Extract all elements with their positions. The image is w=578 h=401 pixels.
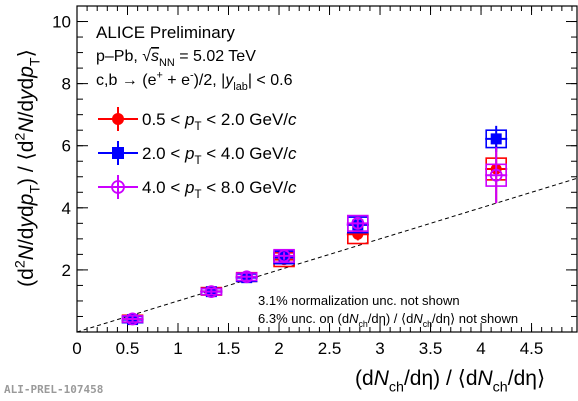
legend-label: 2.0 < pT < 4.0 GeV/c: [142, 144, 297, 167]
x-tick-label: 0: [72, 339, 81, 358]
sys-box: [347, 214, 369, 232]
x-tick-label: 4.5: [520, 339, 544, 358]
data-point: [351, 216, 365, 230]
data-point: [490, 133, 502, 145]
data-point: [489, 168, 503, 182]
note-line-2: 6.3% unc. on (dNch/dη) / ⟨dNch/dη⟩ not s…: [258, 311, 518, 329]
x-tick-label: 2: [274, 339, 283, 358]
x-tick-label: 1.5: [217, 339, 241, 358]
sys-box: [485, 163, 507, 187]
header-line-2: c,b → (e+ + e-)/2, |ylab| < 0.6: [96, 70, 293, 93]
x-tick-label: 3: [375, 339, 384, 358]
legend-marker: [112, 147, 124, 159]
x-tick-label: 1: [173, 339, 182, 358]
watermark: ALI-PREL-107458: [4, 383, 103, 396]
series-3: [121, 147, 508, 326]
legend-label: 0.5 < pT < 2.0 GeV/c: [142, 110, 297, 133]
sys-box: [235, 272, 258, 282]
y-axis-label: (d2N/dydpT) / ⟨d2N/dydpT⟩: [13, 49, 44, 287]
data-point: [277, 249, 291, 263]
sys-box: [121, 315, 144, 323]
y-tick-label: 6: [62, 137, 71, 156]
data-point: [240, 270, 254, 284]
data-point: [204, 285, 218, 299]
legend-label: 4.0 < pT < 8.0 GeV/c: [142, 178, 297, 201]
plot-frame: [76, 5, 578, 333]
y-tick-label: 10: [52, 13, 71, 32]
chart-title: ALICE Preliminary: [96, 23, 235, 42]
x-tick-label: 4: [476, 339, 485, 358]
y-tick-label: 4: [62, 199, 71, 218]
x-tick-label: 3.5: [419, 339, 443, 358]
x-tick-label: 0.5: [116, 339, 140, 358]
x-axis-label: (dNch/dη) / ⟨dNch/dη⟩: [355, 367, 545, 395]
y-tick-label: 8: [62, 75, 71, 94]
legend-item-1: 0.5 < pT < 2.0 GeV/c: [98, 107, 297, 133]
legend-item-3: 4.0 < pT < 8.0 GeV/c: [98, 175, 297, 201]
legend-item-2: 2.0 < pT < 4.0 GeV/c: [98, 141, 297, 167]
legend-marker: [111, 180, 125, 194]
header-line-1: p–Pb, √sNN = 5.02 TeV: [96, 48, 256, 69]
y-tick-label: 2: [62, 261, 71, 280]
data-point: [126, 312, 139, 326]
note-line-1: 3.1% normalization unc. not shown: [258, 293, 460, 308]
sys-box: [200, 287, 223, 296]
x-tick-label: 2.5: [318, 339, 342, 358]
legend-marker: [112, 113, 124, 125]
reference-line: [76, 177, 578, 333]
